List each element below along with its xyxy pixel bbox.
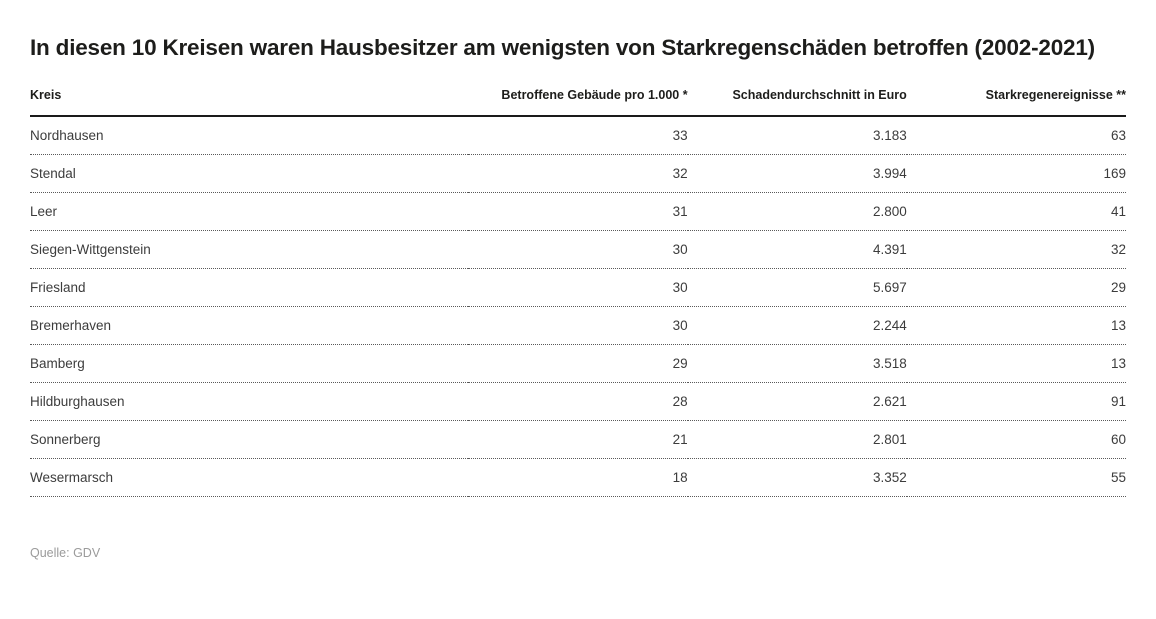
table-row: Nordhausen 33 3.183 63 (30, 116, 1126, 155)
cell-kreis: Siegen-Wittgenstein (30, 230, 469, 269)
column-header-betroffene_gebaeude_pro_1000: Betroffene Gebäude pro 1.000 * (468, 88, 688, 117)
table-header-row: Kreis Betroffene Gebäude pro 1.000 * Schad… (30, 88, 1126, 117)
cell-schadendurchschnitt_euro: 2.800 (687, 192, 907, 231)
cell-kreis: Stendal (30, 154, 469, 193)
cell-betroffene_gebaeude_pro_1000: 30 (468, 306, 688, 345)
cell-schadendurchschnitt_euro: 3.352 (687, 458, 907, 497)
cell-betroffene_gebaeude_pro_1000: 21 (468, 420, 688, 459)
cell-betroffene_gebaeude_pro_1000: 30 (468, 230, 688, 269)
cell-starkregenereignisse: 63 (906, 116, 1126, 155)
cell-kreis: Leer (30, 192, 469, 231)
table-row: Hildburghausen 28 2.621 91 (30, 382, 1126, 421)
cell-kreis: Wesermarsch (30, 458, 469, 497)
table-row: Bremerhaven 30 2.244 13 (30, 306, 1126, 345)
cell-starkregenereignisse: 13 (906, 306, 1126, 345)
cell-schadendurchschnitt_euro: 3.183 (687, 116, 907, 155)
cell-starkregenereignisse: 169 (906, 154, 1126, 193)
table-row: Sonnerberg 21 2.801 60 (30, 420, 1126, 459)
table-widget: In diesen 10 Kreisen waren Hausbesitzer … (30, 35, 1126, 560)
chart-title: In diesen 10 Kreisen waren Hausbesitzer … (30, 35, 1095, 60)
cell-starkregenereignisse: 91 (906, 382, 1126, 421)
cell-starkregenereignisse: 29 (906, 268, 1126, 307)
column-header-kreis: Kreis (30, 88, 469, 117)
cell-starkregenereignisse: 13 (906, 344, 1126, 383)
cell-starkregenereignisse: 32 (906, 230, 1126, 269)
cell-schadendurchschnitt_euro: 4.391 (687, 230, 907, 269)
cell-schadendurchschnitt_euro: 2.244 (687, 306, 907, 345)
table-header: Kreis Betroffene Gebäude pro 1.000 * Schad… (30, 88, 1126, 117)
data-table: Kreis Betroffene Gebäude pro 1.000 * Schad… (30, 88, 1126, 497)
cell-betroffene_gebaeude_pro_1000: 18 (468, 458, 688, 497)
table-row: Friesland 30 5.697 29 (30, 268, 1126, 307)
table-row: Leer 31 2.800 41 (30, 192, 1126, 231)
table-row: Stendal 32 3.994 169 (30, 154, 1126, 193)
source-note: Quelle: GDV (30, 546, 101, 560)
cell-betroffene_gebaeude_pro_1000: 29 (468, 344, 688, 383)
cell-kreis: Sonnerberg (30, 420, 469, 459)
cell-schadendurchschnitt_euro: 2.801 (687, 420, 907, 459)
cell-schadendurchschnitt_euro: 3.518 (687, 344, 907, 383)
cell-betroffene_gebaeude_pro_1000: 31 (468, 192, 688, 231)
cell-starkregenereignisse: 41 (906, 192, 1126, 231)
cell-kreis: Bremerhaven (30, 306, 469, 345)
cell-betroffene_gebaeude_pro_1000: 30 (468, 268, 688, 307)
table-row: Wesermarsch 18 3.352 55 (30, 458, 1126, 497)
cell-kreis: Bamberg (30, 344, 469, 383)
cell-starkregenereignisse: 55 (906, 458, 1126, 497)
cell-kreis: Nordhausen (30, 116, 469, 155)
cell-betroffene_gebaeude_pro_1000: 33 (468, 116, 688, 155)
cell-kreis: Hildburghausen (30, 382, 469, 421)
table-row: Bamberg 29 3.518 13 (30, 344, 1126, 383)
table-row: Siegen-Wittgenstein 30 4.391 32 (30, 230, 1126, 269)
cell-betroffene_gebaeude_pro_1000: 28 (468, 382, 688, 421)
column-header-schadendurchschnitt_euro: Schadendurchschnitt in Euro (687, 88, 907, 117)
column-header-starkregenereignisse: Starkregenereignisse ** (906, 88, 1126, 117)
cell-betroffene_gebaeude_pro_1000: 32 (468, 154, 688, 193)
cell-schadendurchschnitt_euro: 5.697 (687, 268, 907, 307)
cell-kreis: Friesland (30, 268, 469, 307)
cell-schadendurchschnitt_euro: 2.621 (687, 382, 907, 421)
cell-schadendurchschnitt_euro: 3.994 (687, 154, 907, 193)
cell-starkregenereignisse: 60 (906, 420, 1126, 459)
table-body: Nordhausen 33 3.183 63 Stendal 32 3.994 169 Leer… (30, 116, 1126, 497)
